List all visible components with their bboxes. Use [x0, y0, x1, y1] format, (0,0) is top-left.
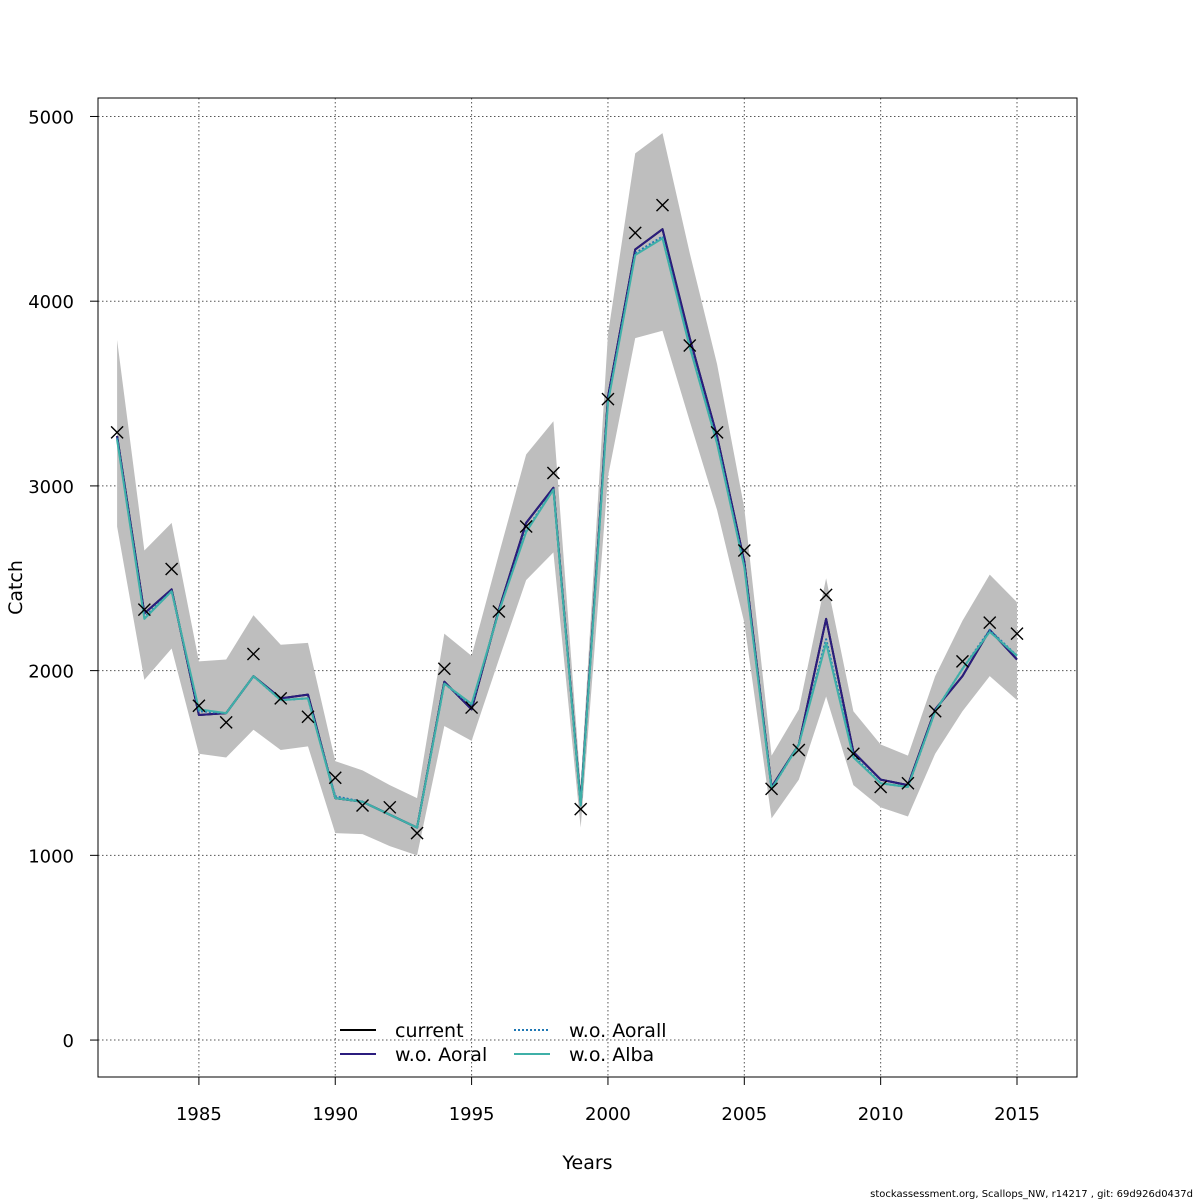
series-lines: [116, 228, 1018, 829]
observation-point: [792, 743, 806, 757]
observation-point: [628, 226, 642, 240]
x-axis: 1985 1990 1995 2000 2005 2010 2015: [176, 1077, 1040, 1125]
observation-point: [901, 776, 915, 790]
observation-point: [465, 701, 479, 715]
observation-point: [274, 691, 288, 705]
x-tick-label: 2005: [721, 1104, 767, 1125]
x-tick-label: 2000: [585, 1104, 631, 1125]
observation-point: [737, 544, 751, 558]
observation-point: [574, 802, 588, 816]
x-tick-label: 1995: [449, 1104, 495, 1125]
observation-point: [601, 392, 615, 406]
y-tick-label: 5000: [28, 107, 74, 128]
observation-point: [1010, 627, 1024, 641]
y-axis: 0 1000 2000 3000 4000 5000: [28, 107, 98, 1052]
observation-point: [983, 616, 997, 630]
observation-point: [874, 780, 888, 794]
observation-point: [955, 654, 969, 668]
y-tick-label: 4000: [28, 292, 74, 313]
observation-point: [410, 826, 424, 840]
x-tick-label: 1985: [176, 1104, 222, 1125]
observation-point: [710, 425, 724, 439]
x-tick-label: 2010: [858, 1104, 904, 1125]
observation-point: [110, 425, 124, 439]
x-tick-label: 2015: [994, 1104, 1040, 1125]
observation-point: [546, 466, 560, 480]
observation-point: [492, 605, 506, 619]
legend-item: w.o. Alba: [514, 1044, 654, 1066]
series-line-3: [116, 237, 1018, 829]
observation-point: [356, 798, 370, 812]
observation-point: [328, 771, 342, 785]
plot-frame: [97, 97, 1078, 1078]
legend-item: current: [340, 1020, 464, 1042]
y-tick-label: 2000: [28, 662, 74, 683]
observation-point: [137, 603, 151, 617]
legend-label: w.o. Aoral: [395, 1044, 487, 1066]
legend-label: w.o. Alba: [569, 1044, 654, 1066]
observation-point: [765, 782, 779, 796]
observation-point: [246, 647, 260, 661]
legend-label: w.o. Aorall: [569, 1020, 667, 1042]
observation-point: [655, 198, 669, 212]
y-tick-label: 0: [63, 1031, 74, 1052]
observation-point: [846, 747, 860, 761]
legend-item: w.o. Aorall: [514, 1020, 667, 1042]
legend-item: w.o. Aoral: [340, 1044, 487, 1066]
observation-point: [383, 800, 397, 814]
legend-label: current: [395, 1020, 464, 1042]
observation-point: [192, 699, 206, 713]
observation-point: [165, 562, 179, 576]
observation-point: [219, 715, 233, 729]
x-tick-label: 1990: [312, 1104, 358, 1125]
observation-point: [519, 520, 533, 534]
footer-note: stockassessment.org, Scallops_NW, r14217…: [870, 1189, 1193, 1200]
observation-point: [819, 588, 833, 602]
y-axis-title: Catch: [5, 560, 27, 615]
observation-point: [437, 662, 451, 676]
observation-markers: [110, 198, 1024, 840]
x-axis-title: Years: [561, 1152, 612, 1174]
y-tick-label: 3000: [28, 477, 74, 498]
y-tick-label: 1000: [28, 846, 74, 867]
observation-point: [928, 704, 942, 718]
observation-point: [301, 710, 315, 724]
observation-point: [683, 339, 697, 353]
